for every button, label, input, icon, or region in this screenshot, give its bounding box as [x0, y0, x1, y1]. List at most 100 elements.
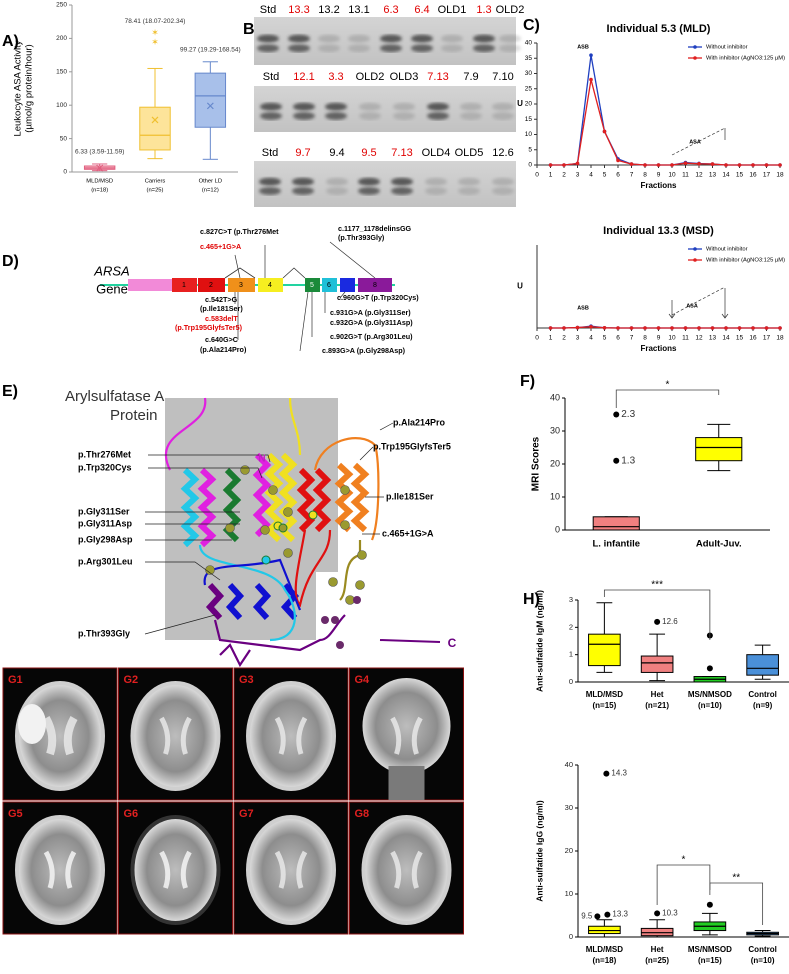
gel-band [425, 186, 447, 195]
gene-name: ARSA [93, 263, 129, 278]
mutation-label: c.1177_1178delinsGG [338, 224, 412, 233]
residue-marker [353, 596, 361, 604]
mri-brain [134, 685, 217, 787]
mri-ventricles [43, 850, 77, 889]
y-tick-label: 50 [60, 135, 68, 142]
box [194, 72, 227, 128]
gel-band [325, 102, 347, 111]
residue-marker [283, 548, 293, 558]
series-point [683, 326, 688, 330]
y-tick-label: 1 [569, 650, 573, 659]
series-point [589, 77, 593, 82]
residue-marker [331, 616, 339, 624]
x-tick-sublabel: (n=21) [645, 701, 669, 710]
x-tick-label: 7 [630, 335, 634, 342]
y-tick-label: 10 [525, 131, 533, 138]
x-tick-label: 4 [589, 335, 593, 342]
outlier-label: 1.3 [621, 455, 635, 466]
gel-band [473, 44, 495, 53]
lane-label: 9.7 [295, 147, 310, 159]
series-point [751, 163, 755, 167]
residue-marker [355, 580, 365, 590]
residue-marker [328, 577, 338, 587]
mutation-label: c.640G>C [205, 335, 238, 344]
lane-label: 13.2 [318, 4, 339, 16]
gel-band [441, 44, 463, 53]
protein-label: p.Trp195GlyfsTer5 [373, 441, 451, 451]
legend-marker [693, 258, 697, 262]
gel-band [427, 111, 449, 120]
outlier [594, 913, 601, 920]
mutation-label: c.827C>T (p.Thr276Met [200, 227, 279, 236]
annotation: ASA [689, 139, 701, 145]
panel-label: A) [2, 33, 19, 50]
residue-marker [321, 616, 329, 624]
legend-marker [693, 56, 697, 60]
significance-bracket [656, 864, 711, 905]
gel-band [499, 44, 521, 53]
series-line [550, 79, 780, 166]
gel-band [359, 102, 381, 111]
x-tick-label: Carriers [145, 179, 166, 185]
x-tick-label: 18 [776, 335, 784, 342]
lane-label: 6.4 [414, 4, 429, 16]
x-tick-label: 2 [562, 172, 566, 179]
series-point [710, 162, 715, 166]
mri-lesion [18, 704, 46, 744]
annotation: 99.27 (19.29-168.54) [180, 46, 241, 53]
y-tick-label: 250 [56, 2, 67, 9]
x-tick-label: 5 [603, 172, 607, 179]
gel-band [411, 34, 433, 43]
outlier [706, 665, 713, 672]
x-tick-label: 15 [736, 172, 744, 179]
y-tick-label: 20 [565, 846, 573, 855]
x-tick-label: Control [748, 945, 776, 954]
y-tick-label: 0 [569, 932, 573, 941]
x-tick-label: 9 [657, 172, 661, 179]
annotation: ASB [577, 305, 589, 311]
panel-label: H) [523, 591, 540, 608]
lane-label: Std [260, 4, 277, 16]
lane-label: 9.5 [361, 147, 376, 159]
series-point [724, 326, 728, 330]
mean-marker [151, 116, 159, 124]
mutation-label: c.465+1G>A [200, 242, 241, 251]
y-tick-label: 20 [550, 458, 560, 468]
x-tick-label: MS/NMSOD [688, 690, 732, 699]
x-tick-label: 7 [630, 172, 634, 179]
annotation-arrow [721, 288, 729, 319]
gel-band [460, 102, 482, 111]
x-tick-sublabel: (n=25) [645, 956, 669, 965]
series-point [589, 53, 593, 57]
protein-subtitle: Protein [110, 407, 158, 424]
mri-ventricles [159, 716, 192, 755]
y-tick-label: 15 [525, 116, 533, 123]
outlier-label: 10.3 [662, 908, 678, 917]
box [588, 633, 621, 667]
x-tick-label: 3 [576, 335, 580, 342]
mri-ventricles [390, 850, 423, 889]
y-tick-label: 40 [565, 760, 573, 769]
x-tick-label: 10 [668, 172, 676, 179]
y-tick-label: 3 [569, 595, 573, 604]
outlier: ✶ [151, 37, 159, 47]
series-point [575, 325, 580, 330]
helix [197, 467, 217, 548]
x-tick-label: MLD/MSD [586, 690, 624, 699]
x-tick-label: 13 [709, 335, 717, 342]
label-leader [144, 614, 216, 635]
x-tick-label: 8 [643, 172, 647, 179]
outlier-label: 13.3 [612, 910, 628, 919]
lane-label: 9.4 [329, 147, 344, 159]
protein-loop [164, 397, 207, 471]
y-tick-label: 10 [565, 889, 573, 898]
x-tick-sublabel: (n=9) [753, 701, 773, 710]
y-axis-label: U [517, 99, 523, 108]
exon-block [172, 278, 197, 292]
lane-label: 12.1 [293, 71, 314, 83]
x-tick-label: Adult-Juv. [696, 539, 742, 550]
exon-number: 8 [373, 282, 377, 289]
series-point [589, 324, 593, 329]
series-point [724, 163, 728, 167]
x-tick-label: 11 [682, 335, 689, 342]
